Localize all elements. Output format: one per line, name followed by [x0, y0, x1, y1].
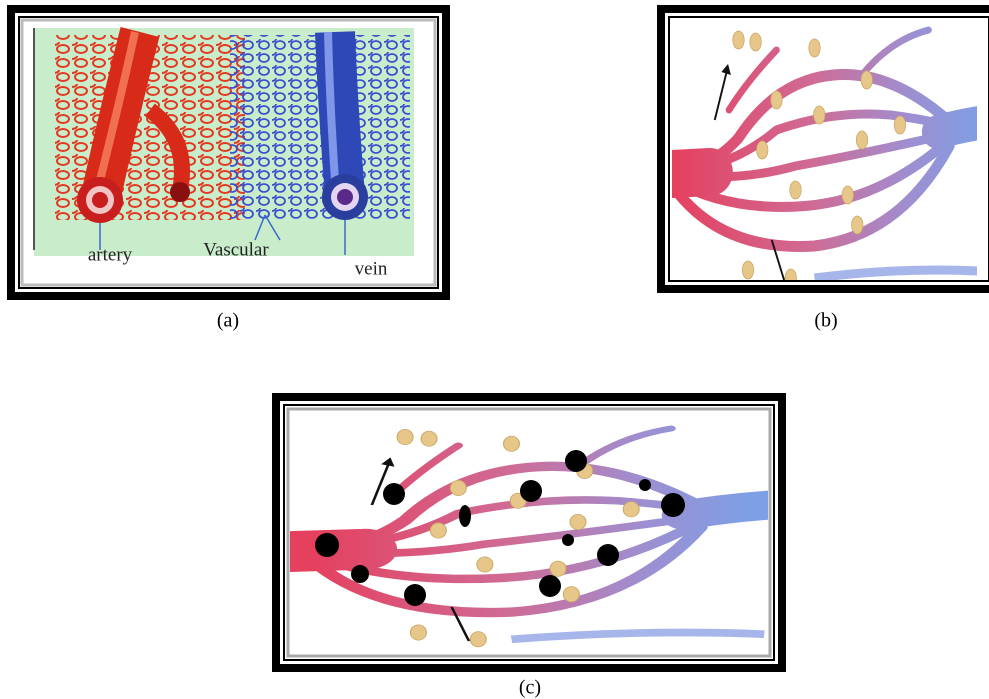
panel-a: artery Vascular vein	[7, 5, 450, 300]
caption: (a)	[217, 310, 239, 332]
caption: (b)	[814, 310, 837, 332]
label: artery	[88, 244, 133, 265]
panel-b	[653, 5, 989, 293]
label: Vascular	[203, 239, 269, 260]
page: artery Vascular vein (a) (b)	[0, 0, 989, 699]
caption: (c)	[519, 677, 541, 699]
figure: artery Vascular vein (a) (b)	[0, 0, 989, 699]
panel-c	[272, 393, 786, 672]
label: vein	[355, 258, 388, 279]
